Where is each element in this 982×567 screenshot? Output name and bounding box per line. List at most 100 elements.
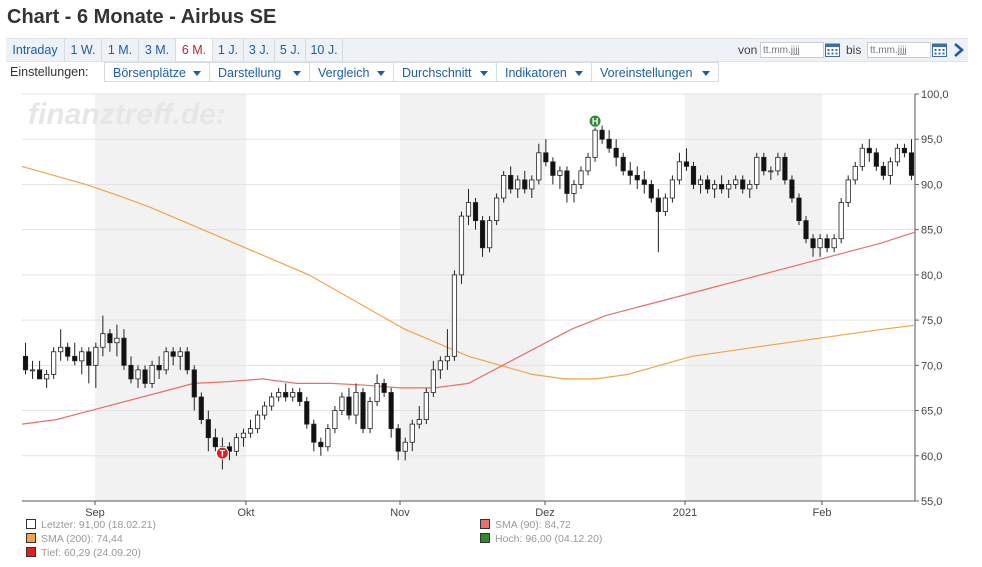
candle <box>515 175 521 199</box>
tab-10j[interactable]: 10 J. <box>306 39 343 61</box>
candle-body <box>901 147 908 154</box>
menu-darstellung[interactable]: Darstellung <box>210 62 310 82</box>
chevron-down-icon <box>293 71 301 76</box>
candle-body <box>163 351 169 371</box>
candle-body <box>529 179 535 190</box>
tab-5j[interactable]: 5 J. <box>275 39 306 61</box>
candle <box>796 193 802 226</box>
tab-6m[interactable]: 6 M. <box>176 39 213 61</box>
y-tick-label: 70,0 <box>921 360 942 372</box>
menu-durchschnitt[interactable]: Durchschnitt <box>394 62 497 82</box>
candle <box>240 428 247 447</box>
candle <box>747 179 753 199</box>
menu-indikatoren[interactable]: Indikatoren <box>497 62 592 82</box>
candle-body <box>360 392 366 430</box>
y-tick-label: 85,0 <box>921 225 942 237</box>
to-date-input[interactable] <box>867 42 931 58</box>
candle <box>423 387 429 425</box>
chevron-right-icon[interactable] <box>952 41 966 59</box>
candle <box>543 139 549 167</box>
candle-body <box>170 351 176 357</box>
legend-sma90: SMA (90): 84,72 <box>480 519 571 531</box>
candle-body <box>831 238 837 249</box>
candle-body <box>297 392 303 402</box>
candle <box>135 365 141 388</box>
candle-body <box>346 396 352 416</box>
month-band <box>400 94 545 501</box>
candle <box>184 347 190 375</box>
menu-vergleich[interactable]: Vergleich <box>310 62 394 82</box>
candle <box>592 125 598 162</box>
candle <box>22 342 29 375</box>
candle <box>395 424 401 461</box>
candle-body <box>873 152 879 167</box>
from-date-input[interactable] <box>760 42 824 58</box>
month-band <box>95 94 246 501</box>
tab-3j[interactable]: 3 J. <box>244 39 275 61</box>
legend-letzter: Letzter: 91,00 (18.02.21) <box>26 519 156 531</box>
tab-1w[interactable]: 1 W. <box>65 39 102 61</box>
candle-body <box>409 423 415 443</box>
candle-body <box>135 369 141 380</box>
calendar-icon[interactable] <box>932 42 947 57</box>
candle-body <box>290 392 296 398</box>
candle <box>29 360 36 379</box>
candle-body <box>472 202 479 222</box>
sma90-line <box>21 231 916 425</box>
tab-1m[interactable]: 1 M. <box>102 39 139 61</box>
menu-boersenplaetze[interactable]: Börsenplätze <box>104 62 210 82</box>
candle-body <box>212 437 218 448</box>
tab-intraday[interactable]: Intraday <box>6 39 65 61</box>
candle <box>880 161 886 180</box>
candle <box>205 410 211 452</box>
tab-1j[interactable]: 1 J. <box>213 39 244 61</box>
legend-swatch <box>480 519 490 529</box>
candle-body <box>44 373 50 380</box>
y-tick-label: 100,0 <box>921 89 949 101</box>
y-tick-label: 75,0 <box>921 315 942 327</box>
candle-body <box>395 428 401 452</box>
candle-body <box>184 351 190 371</box>
candle-body <box>754 156 760 185</box>
candle-body <box>880 165 886 176</box>
candle-body <box>578 170 584 185</box>
calendar-icon[interactable] <box>825 42 840 57</box>
x-tick-label: Nov <box>390 507 410 518</box>
candle <box>697 175 704 194</box>
legend-swatch <box>26 547 36 557</box>
candle-body <box>367 401 373 430</box>
menu-voreinstellungen[interactable]: Voreinstellungen <box>592 62 719 82</box>
tab-3m[interactable]: 3 M. <box>139 39 176 61</box>
price-chart[interactable]: finanztreff.de: 100,0 95,0 90,0 85,0 80,0 75,0… <box>0 88 982 518</box>
tief-marker: T <box>215 446 229 460</box>
candle-body <box>332 410 338 430</box>
candle <box>901 143 908 158</box>
x-tick-label: Okt <box>237 507 254 518</box>
candle <box>501 170 507 203</box>
candle-body <box>557 170 563 176</box>
y-tick-label: 80,0 <box>921 270 942 282</box>
candle <box>198 392 204 425</box>
candle <box>845 175 851 208</box>
candle-body <box>58 346 64 353</box>
candle <box>93 342 99 388</box>
candle-body <box>72 355 78 362</box>
candle-body <box>177 351 183 357</box>
candle-body <box>564 170 570 194</box>
watermark: finanztreff.de: <box>28 98 226 131</box>
candle-body <box>522 179 528 190</box>
from-label: von <box>738 43 758 57</box>
candle <box>128 356 134 384</box>
candle-body <box>838 202 844 240</box>
candle-body <box>423 392 429 421</box>
candle-body <box>142 369 148 384</box>
candle <box>325 424 331 452</box>
candle-body <box>276 392 282 398</box>
candle <box>114 324 120 357</box>
candle-body <box>641 179 647 185</box>
candle <box>690 161 697 189</box>
x-tick-label: Feb <box>813 507 832 518</box>
candle-body <box>494 197 500 222</box>
candle-body <box>761 156 767 172</box>
legend-swatch <box>26 519 36 529</box>
